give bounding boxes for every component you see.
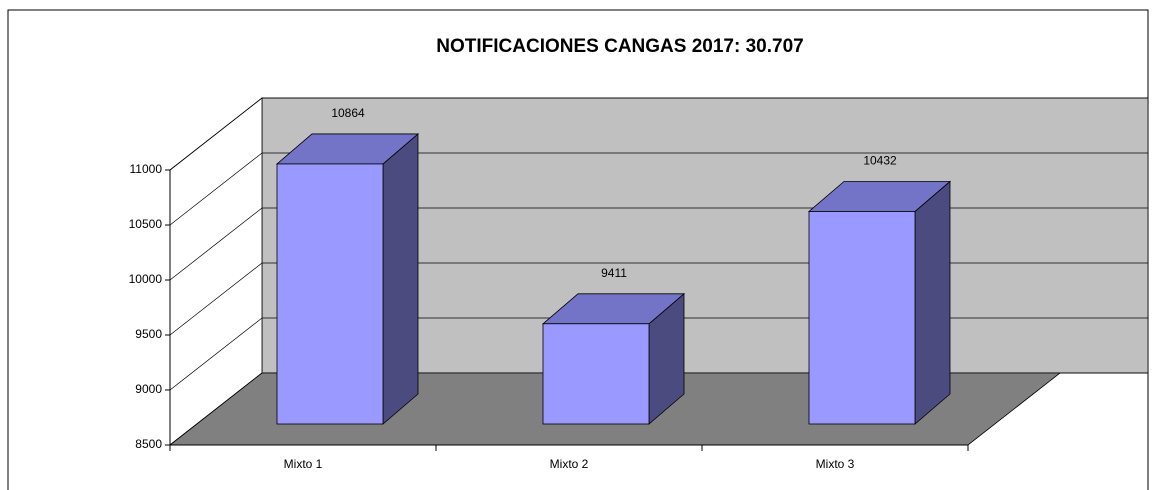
bar <box>276 163 384 425</box>
bar-side <box>382 133 419 425</box>
grid-line <box>169 207 263 281</box>
grid-line <box>169 97 263 171</box>
value-label: 10864 <box>331 106 365 120</box>
bar <box>808 211 916 425</box>
grid-line <box>169 152 263 226</box>
x-tick-label: Mixto 3 <box>816 457 855 471</box>
x-tick-label: Mixto 1 <box>284 457 323 471</box>
value-label: 10432 <box>863 154 897 168</box>
y-tick-label: 10500 <box>129 217 163 231</box>
y-tick-label: 9500 <box>135 327 162 341</box>
value-label: 9411 <box>601 266 627 280</box>
bar-side <box>914 180 951 425</box>
y-tick-label: 9000 <box>135 382 162 396</box>
bar <box>542 323 650 425</box>
y-tick-label: 11000 <box>130 162 163 176</box>
grid-line <box>169 317 263 391</box>
grid-line <box>169 262 263 336</box>
y-tick-label: 10000 <box>129 272 163 286</box>
chart-title: NOTIFICACIONES CANGAS 2017: 30.707 <box>436 36 803 57</box>
x-tick-label: Mixto 2 <box>550 457 589 471</box>
y-tick-label: 8500 <box>135 437 162 451</box>
